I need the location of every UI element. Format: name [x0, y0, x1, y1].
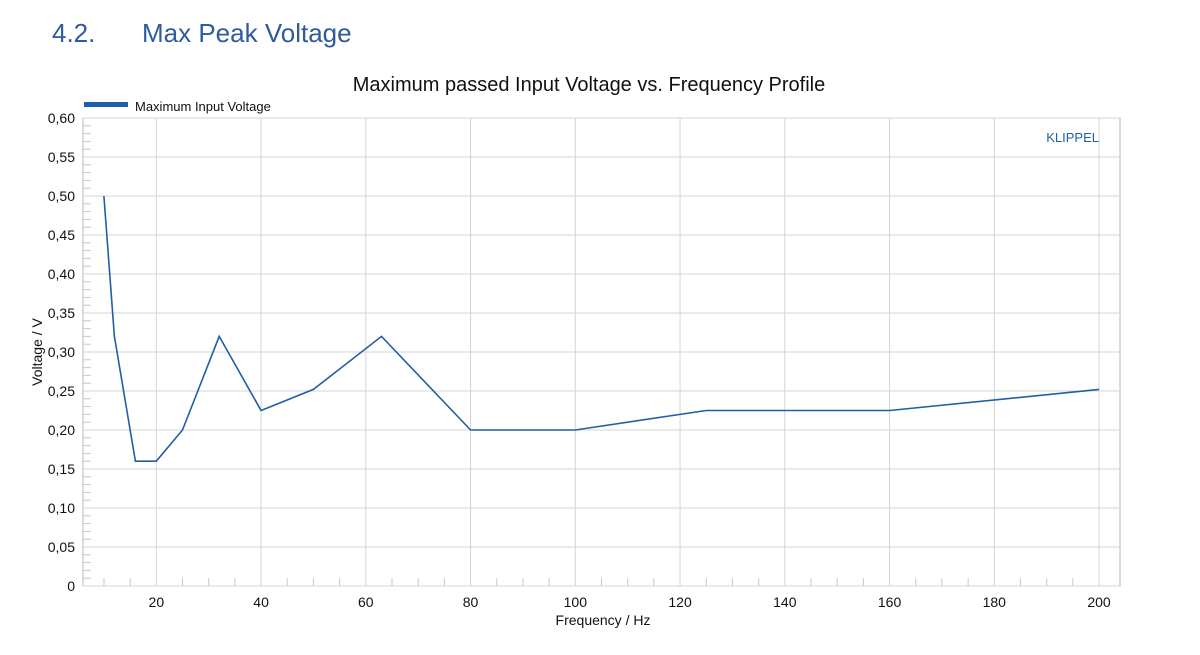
y-tick-label: 0,15	[48, 461, 75, 477]
x-tick-label: 160	[878, 594, 902, 610]
x-tick-label: 40	[253, 594, 269, 610]
x-tick-label: 200	[1087, 594, 1111, 610]
y-tick-label: 0,55	[48, 149, 75, 165]
y-tick-label: 0,40	[48, 266, 75, 282]
series-line-maximum-input-voltage	[103, 195, 1100, 462]
y-tick-label: 0,20	[48, 422, 75, 438]
x-tick-label: 100	[564, 594, 588, 610]
klippel-annotation: KLIPPEL	[1046, 130, 1099, 145]
y-tick-label: 0,10	[48, 500, 75, 516]
section-number: 4.2.	[52, 18, 96, 48]
x-tick-labels: 20 40 60 80 100 120 140 160 180 200	[149, 594, 1111, 610]
x-axis-label: Frequency / Hz	[556, 612, 651, 628]
legend-label: Maximum Input Voltage	[135, 99, 271, 114]
y-tick-label: 0	[67, 578, 75, 594]
gridlines	[83, 117, 1120, 587]
x-tick-label: 180	[983, 594, 1007, 610]
y-tick-label: 0,30	[48, 344, 75, 360]
chart-title: Maximum passed Input Voltage vs. Frequen…	[353, 74, 825, 96]
legend-swatch	[84, 102, 128, 107]
y-tick-label: 0,25	[48, 383, 75, 399]
x-tick-label: 60	[358, 594, 374, 610]
x-tick-label: 140	[773, 594, 797, 610]
minor-ticks	[83, 125, 1074, 586]
y-tick-labels: 0 0,05 0,10 0,15 0,20 0,25 0,30 0,35 0,40 0,45 0,5…	[48, 110, 75, 594]
y-tick-label: 0,35	[48, 305, 75, 321]
x-tick-label: 120	[668, 594, 692, 610]
y-tick-label: 0,50	[48, 188, 75, 204]
x-tick-label: 20	[149, 594, 165, 610]
y-tick-label: 0,60	[48, 110, 75, 126]
y-tick-label: 0,45	[48, 227, 75, 243]
x-tick-label: 80	[463, 594, 479, 610]
section-title: Max Peak Voltage	[142, 18, 352, 48]
y-tick-label: 0,05	[48, 539, 75, 555]
y-axis-label: Voltage / V	[29, 317, 45, 385]
